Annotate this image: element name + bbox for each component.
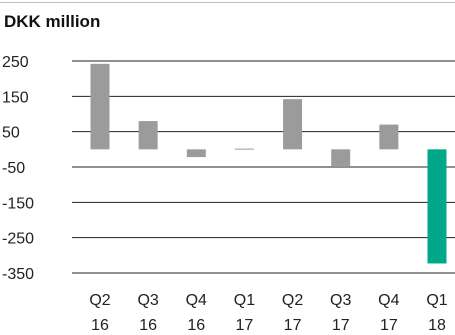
bar <box>331 149 351 166</box>
y-tick-label: -350 <box>2 266 34 283</box>
y-tick-label: 50 <box>2 125 20 142</box>
x-tick-label: Q1 <box>426 292 447 309</box>
top-rule <box>0 2 455 3</box>
bar <box>90 63 110 150</box>
x-tick-label: Q2 <box>282 292 303 309</box>
y-tick-label: 150 <box>2 89 29 106</box>
bar <box>379 124 399 150</box>
x-tick-label: 17 <box>332 317 350 334</box>
x-tick-label: Q3 <box>330 292 351 309</box>
x-tick-label: Q2 <box>89 292 110 309</box>
y-tick-label: -50 <box>2 160 25 177</box>
bar <box>234 148 254 150</box>
y-tick-label: -150 <box>2 195 34 212</box>
bar <box>138 121 158 150</box>
x-tick-label: 16 <box>187 317 205 334</box>
x-tick-label: Q4 <box>378 292 399 309</box>
y-tick-label: -250 <box>2 231 34 248</box>
x-tick-label: Q1 <box>234 292 255 309</box>
bar <box>427 149 447 264</box>
chart-title: DKK million <box>4 12 101 31</box>
x-tick-label: Q4 <box>186 292 207 309</box>
x-tick-label: 18 <box>428 317 446 334</box>
x-tick-label: 16 <box>139 317 157 334</box>
x-tick-label: 16 <box>91 317 109 334</box>
x-tick-label: 17 <box>284 317 302 334</box>
bar <box>186 149 206 158</box>
bar <box>283 99 303 150</box>
x-tick-label: Q3 <box>137 292 158 309</box>
y-tick-label: 250 <box>2 54 29 71</box>
x-tick-label: 17 <box>380 317 398 334</box>
x-tick-label: 17 <box>236 317 254 334</box>
